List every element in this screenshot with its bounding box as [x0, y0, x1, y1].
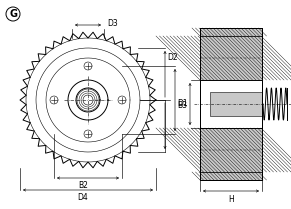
- Bar: [200, 36, 262, 172]
- Text: D3: D3: [107, 19, 118, 28]
- Bar: [210, 92, 262, 116]
- Text: D4: D4: [78, 193, 88, 202]
- Text: G: G: [9, 9, 17, 19]
- Text: D1: D1: [178, 99, 188, 108]
- Bar: [200, 80, 262, 128]
- Bar: [200, 128, 262, 172]
- Text: B3: B3: [177, 102, 187, 111]
- Text: D2: D2: [167, 54, 178, 62]
- Bar: [200, 36, 262, 80]
- Bar: [200, 28, 262, 36]
- Bar: [200, 172, 262, 180]
- Text: B2: B2: [78, 181, 88, 190]
- Text: H: H: [228, 195, 234, 204]
